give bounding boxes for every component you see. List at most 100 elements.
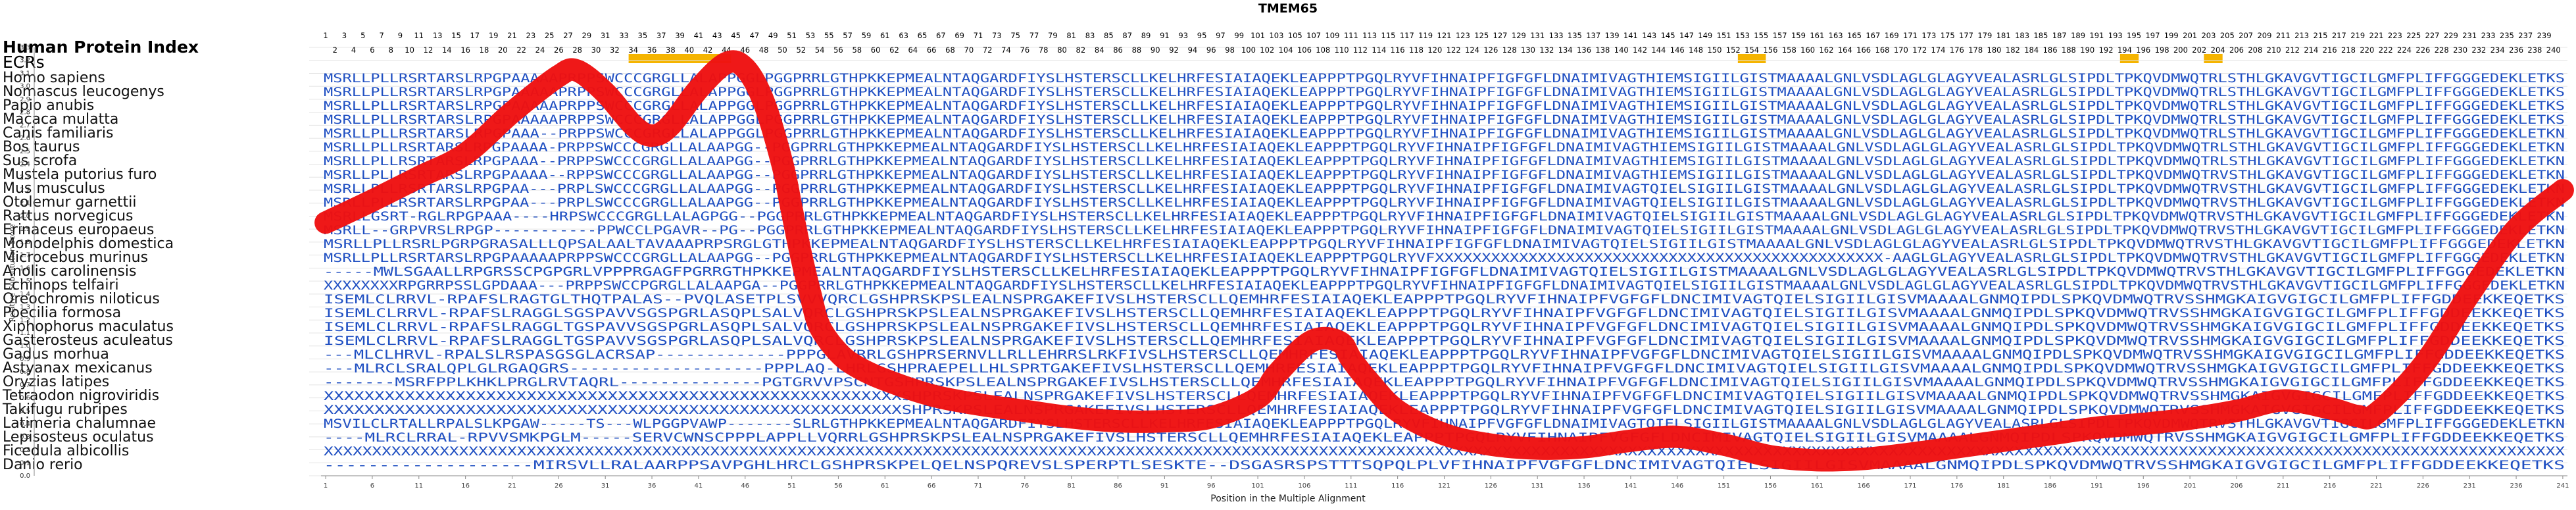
x-tick-label: 16 [461,482,470,490]
human-index-label: 173 [1921,31,1936,40]
x-tick-label: 236 [2510,482,2523,490]
human-index-label: 36 [647,45,657,55]
y-tick-label: 0.6 [20,395,30,402]
human-index-label: 37 [656,31,666,40]
human-index-label: 72 [983,45,993,55]
human-index-label: 166 [1856,45,1871,55]
human-index-label: 33 [619,31,629,40]
human-index-label: 106 [1297,45,1312,55]
human-index-label: 98 [1225,45,1235,55]
x-tick-label: 151 [1718,482,1730,490]
human-index-label: 144 [1651,45,1666,55]
human-index-label: 139 [1605,31,1620,40]
human-index-label: 92 [1169,45,1179,55]
human-index-label: 56 [833,45,843,55]
y-tick-label: 2.6 [20,135,30,142]
human-index-label: 79 [1048,31,1058,40]
human-index-label: 220 [2360,45,2374,55]
human-index-label: 25 [545,31,555,40]
human-index-label: 5 [360,31,365,40]
human-index-label: 22 [516,45,526,55]
species-sequence: ---MLRCLSRALQPLGLRGAQGRS----------------… [324,362,2565,376]
human-index-label: 73 [992,31,1002,40]
human-index-label: 237 [2518,31,2533,40]
human-index-label: 140 [1614,45,1629,55]
human-index-label: 190 [2080,45,2094,55]
y-tick-label: 1.5 [20,278,30,285]
human-index-label: 191 [2089,31,2104,40]
human-index-label: 141 [1623,31,1638,40]
species-sequence: MSRLLPLLRSRTARSLRPGPAAAAAPRPPSWCCCGRGLLA… [324,72,2565,86]
human-index-label: 85 [1104,31,1114,40]
y-tick-label: 3.2 [20,57,30,64]
human-index-label: 145 [1661,31,1675,40]
x-tick-label: 186 [2044,482,2056,490]
human-index-label: 161 [1810,31,1824,40]
human-index-label: 114 [1372,45,1386,55]
human-index-label: 196 [2136,45,2150,55]
human-index-label: 53 [806,31,816,40]
human-index-label: 152 [1726,45,1741,55]
human-index-label: 67 [936,31,946,40]
human-index-label: 148 [1689,45,1703,55]
human-index-label: 57 [843,31,853,40]
species-sequence: ---MLCLHRVL-RPALSLRSPASGSGLACRSAP-------… [324,348,2565,362]
species-sequence: MSRLLPLLRSRTARSLRPGPAAA--PRPPSWCCCGRGLLA… [324,127,2565,141]
x-axis: 1 6 11 16 21 26 31 36 41 46 51 56 61 66 71 76 81 86 91 96 10… [321,475,2569,490]
human-index-label: 167 [1866,31,1880,40]
human-index-label: 163 [1829,31,1843,40]
human-index-label: 59 [862,31,872,40]
y-tick-label: 2.5 [20,148,30,155]
human-index-label: 119 [1418,31,1433,40]
x-tick-label: 86 [1114,482,1122,490]
human-index-label: 105 [1288,31,1302,40]
human-index-label: 104 [1279,45,1293,55]
human-index-label: 160 [1800,45,1815,55]
human-index-label: 170 [1894,45,1908,55]
human-index-label: 48 [759,45,769,55]
human-index-label: 143 [1642,31,1656,40]
human-index-label: 124 [1465,45,1479,55]
human-index-label: 174 [1931,45,1946,55]
x-tick-label: 1 [324,482,328,490]
human-index-label: 195 [2127,31,2141,40]
human-index-label: 99 [1234,31,1244,40]
y-tick-label: 0.0 [20,472,30,480]
human-index-label: 151 [1717,31,1731,40]
species-name: Gasterosteus aculeatus [3,332,173,349]
human-index-label: 61 [880,31,890,40]
species-name: Rattus norvegicus [3,208,134,224]
y-tick-label: 1.3 [20,304,30,311]
human-index-label: 35 [638,31,648,40]
y-tick-label: 0.9 [20,355,30,363]
human-index-label: 83 [1085,31,1095,40]
human-index-label: 40 [684,45,694,55]
human-index-label: 52 [796,45,806,55]
human-index-label: 94 [1188,45,1198,55]
y-tick-label: 0.4 [20,421,30,428]
human-index-label: 209 [2257,31,2271,40]
human-index-label: 107 [1306,31,1321,40]
human-index-label: 179 [1977,31,1992,40]
y-tick-label: 2.7 [20,122,30,129]
human-index-label: 157 [1773,31,1787,40]
human-index-label: 207 [2239,31,2253,40]
human-index-label: 76 [1020,45,1030,55]
species-name: Mustela putorius furo [3,166,157,183]
human-index-label: 42 [703,45,713,55]
human-index-label: 202 [2192,45,2206,55]
species-sequence: MSRLLPLLRSRLPGRPGRASALLLQPSALAALTAVAAAPR… [324,238,2565,251]
human-index-label: 9 [398,31,403,40]
human-index-label: 60 [871,45,881,55]
species-sequence: MSRLLPLLRSRTARSLRPGPAAAA--RPPSWCCCGRGLLA… [324,168,2565,182]
species-sequence: MSRLLPLLRSRTARSLRPGPAAAAAPRPPSWCCCGRGLLA… [324,251,2565,265]
score-line [314,50,2574,472]
x-tick-label: 166 [1858,482,1870,490]
species-sequence: MSRLLPLLRSRTARSLRPGPAAAA-PRPPSWCCCGRGLLA… [324,141,2565,155]
human-index-label: 84 [1095,45,1104,55]
y-tick-label: 2.4 [20,161,30,168]
human-index-label: 70 [964,45,974,55]
ecr-markers [628,54,2223,63]
x-tick-label: 221 [2370,482,2383,490]
y-tick-label: 2.0 [20,213,30,220]
